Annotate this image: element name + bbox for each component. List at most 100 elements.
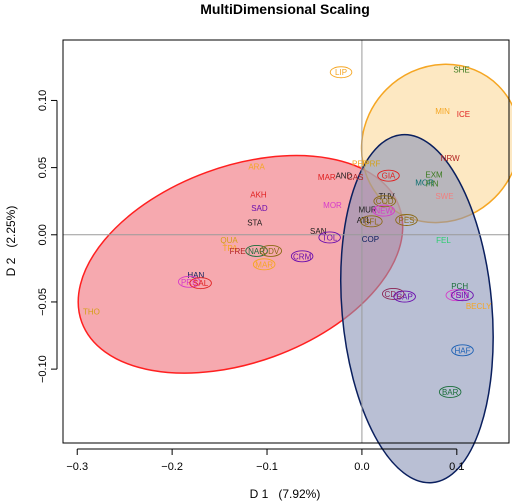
point-label: NRW: [441, 154, 460, 163]
point-label: NEW: [374, 207, 393, 216]
point-label: AKH: [250, 190, 267, 199]
point-label: PRF: [364, 160, 380, 169]
data-point: THV: [379, 192, 396, 201]
point-label: CRM: [293, 252, 312, 261]
y-tick-label: −0.10: [37, 355, 49, 383]
data-point: BFL: [360, 215, 383, 228]
data-point: SWE: [435, 192, 453, 201]
point-marker-ring: [438, 386, 462, 398]
point-label: BECLY: [466, 302, 492, 311]
point-label: PCH: [451, 282, 468, 291]
point-label: MOR: [323, 201, 342, 210]
point-label: TOL: [322, 233, 338, 242]
point-label: BAR: [442, 388, 459, 397]
data-point: GIA: [377, 169, 400, 182]
point-label: COP: [362, 235, 379, 244]
point-marker-ring: [318, 231, 341, 244]
x-tick-label: 0.0: [354, 461, 369, 473]
x-tick-label: 0.1: [449, 461, 464, 473]
point-label: FRE: [230, 247, 246, 256]
point-label: STA: [247, 219, 263, 228]
point-marker-ring: [393, 290, 416, 303]
point-label: EXM: [425, 170, 443, 179]
data-point: NAR: [245, 244, 268, 257]
data-point: EXM: [425, 170, 443, 179]
point-label: FEL: [436, 236, 451, 245]
data-point: NEW: [372, 204, 395, 217]
data-point: MAR: [252, 258, 276, 271]
point-marker-ring: [259, 244, 283, 257]
data-point: MIN: [435, 107, 450, 116]
reference-lines: [63, 40, 509, 443]
data-point: FRE: [230, 247, 246, 256]
point-label: THV: [379, 192, 396, 201]
point-marker-ring: [381, 287, 405, 300]
data-point: COD: [373, 195, 396, 208]
point-marker-ring: [445, 289, 469, 302]
point-label: BFL: [364, 217, 379, 226]
point-marker-ring: [290, 250, 314, 263]
point-label: HAN: [187, 271, 204, 280]
point-marker-ring: [451, 344, 474, 357]
data-point: BAR: [438, 386, 462, 398]
point-label: LIP: [335, 68, 347, 77]
data-point: MUR: [358, 205, 376, 214]
data-point: SAN: [310, 227, 327, 236]
point-label: SHE: [453, 66, 469, 75]
data-point: SHE: [453, 66, 469, 75]
point-marker-ring: [395, 214, 418, 226]
point-label: MAR: [318, 173, 336, 182]
y-axis: −0.10 −0.05 0.00 0.05 0.10: [37, 90, 58, 383]
data-point: PES: [395, 214, 418, 226]
y-tick-label: −0.05: [37, 288, 49, 316]
point-marker-ring: [177, 275, 201, 288]
data-point: SIN: [451, 289, 474, 302]
point-label: QUA: [220, 236, 238, 245]
data-point: PRF: [364, 160, 380, 169]
data-point: CAS: [347, 173, 363, 182]
point-marker-ring: [360, 215, 383, 228]
point-label: CDV: [262, 247, 280, 256]
group-ellipse-3: [339, 133, 494, 484]
data-point: AKH: [250, 190, 267, 199]
point-marker-ring: [252, 258, 276, 271]
point-label: CAS: [347, 173, 363, 182]
point-label: HAF: [455, 346, 471, 355]
point-marker-ring: [377, 169, 400, 182]
data-point: HAN: [187, 271, 204, 280]
point-label: SAL: [193, 279, 209, 288]
point-label: COD: [376, 197, 394, 206]
data-point: CRM: [290, 250, 314, 263]
data-point: ATL: [357, 216, 372, 225]
data-point: CDV: [259, 244, 283, 257]
y-tick-label: 0.00: [37, 224, 49, 245]
point-label: PHI: [450, 291, 463, 300]
point-label: MIN: [435, 107, 450, 116]
data-point: TPA: [223, 244, 239, 253]
data-point: TOL: [318, 231, 341, 244]
point-label: PEP: [352, 160, 368, 169]
point-label: GIA: [382, 172, 396, 181]
data-point: COP: [362, 235, 379, 244]
point-label: ICE: [457, 110, 470, 119]
data-point: STA: [247, 219, 263, 228]
x-axis-label: D 1 (7.92%): [250, 487, 321, 501]
point-label: NAR: [248, 247, 265, 256]
x-axis: −0.3 −0.2 −0.1 0.0 0.1: [66, 448, 464, 473]
data-point: PCH: [451, 282, 468, 291]
point-marker-ring: [329, 66, 353, 79]
data-point: NRW: [441, 154, 460, 163]
point-label: PES: [399, 216, 415, 225]
y-axis-label: D 2 (2.25%): [4, 206, 18, 277]
data-point: FEL: [436, 236, 451, 245]
point-label: CDC: [385, 290, 403, 299]
point-label: ATL: [357, 216, 372, 225]
point-label: TPA: [223, 244, 239, 253]
data-point: ICE: [457, 110, 470, 119]
point-label: MUR: [358, 205, 376, 214]
point-label: ARA: [248, 162, 265, 171]
point-label: MOR: [415, 178, 434, 187]
data-point: BECLY: [466, 302, 492, 311]
point-label: CAP: [396, 293, 412, 302]
